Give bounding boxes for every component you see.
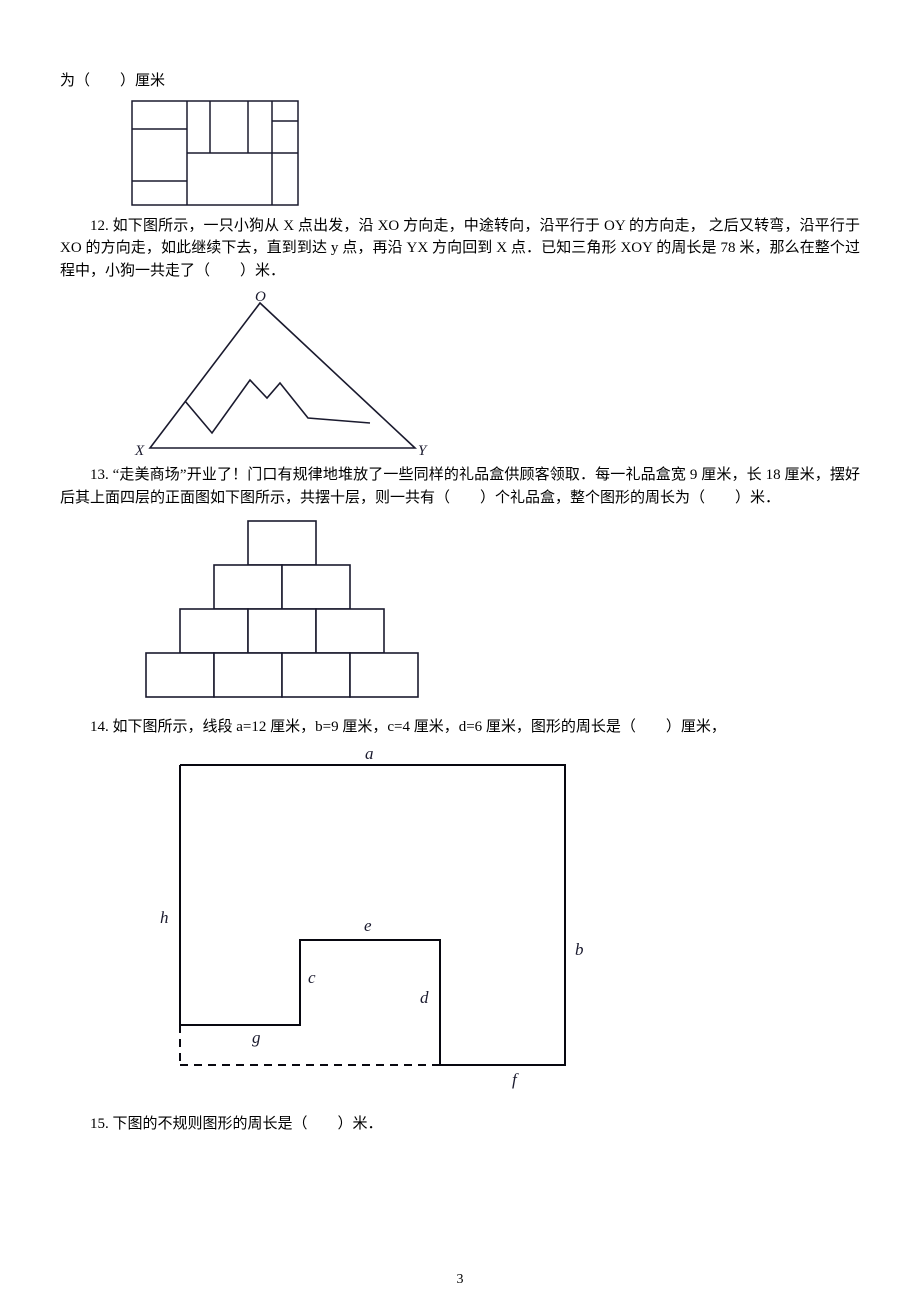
figure-13 — [130, 515, 440, 710]
label-y: Y — [418, 443, 428, 458]
outline — [180, 765, 565, 1065]
q13-text: 13. “走美商场”开业了！门口有规律地堆放了一些同样的礼品盒供顾客领取．每一礼… — [60, 464, 860, 509]
label-b: b — [575, 940, 584, 959]
q14-text: 14. 如下图所示，线段 a=12 厘米，b=9 厘米，c=4 厘米，d=6 厘… — [60, 716, 860, 739]
label-g: g — [252, 1028, 261, 1047]
fig11-g — [132, 101, 298, 205]
q11-tail: 为（ ）厘米 — [60, 70, 860, 93]
label-d: d — [420, 988, 429, 1007]
figure-11 — [130, 99, 300, 209]
label-x: X — [134, 443, 145, 458]
label-o: O — [255, 289, 266, 305]
fig13-boxes — [146, 521, 418, 697]
zigzag-path — [185, 380, 370, 433]
q12-text: 12. 如下图所示，一只小狗从 X 点出发，沿 XO 方向走，中途转向，沿平行于… — [60, 215, 860, 283]
figure-12: O X Y — [130, 288, 430, 458]
label-f: f — [512, 1070, 519, 1089]
q15-text: 15. 下图的不规则图形的周长是（ ）米． — [60, 1113, 860, 1136]
label-e: e — [364, 916, 372, 935]
label-c: c — [308, 968, 316, 987]
figure-14: a b c d e f g h — [120, 745, 590, 1095]
label-a: a — [365, 745, 374, 763]
label-h: h — [160, 908, 169, 927]
triangle-xoy — [150, 303, 415, 448]
page-number: 3 — [0, 1272, 920, 1288]
